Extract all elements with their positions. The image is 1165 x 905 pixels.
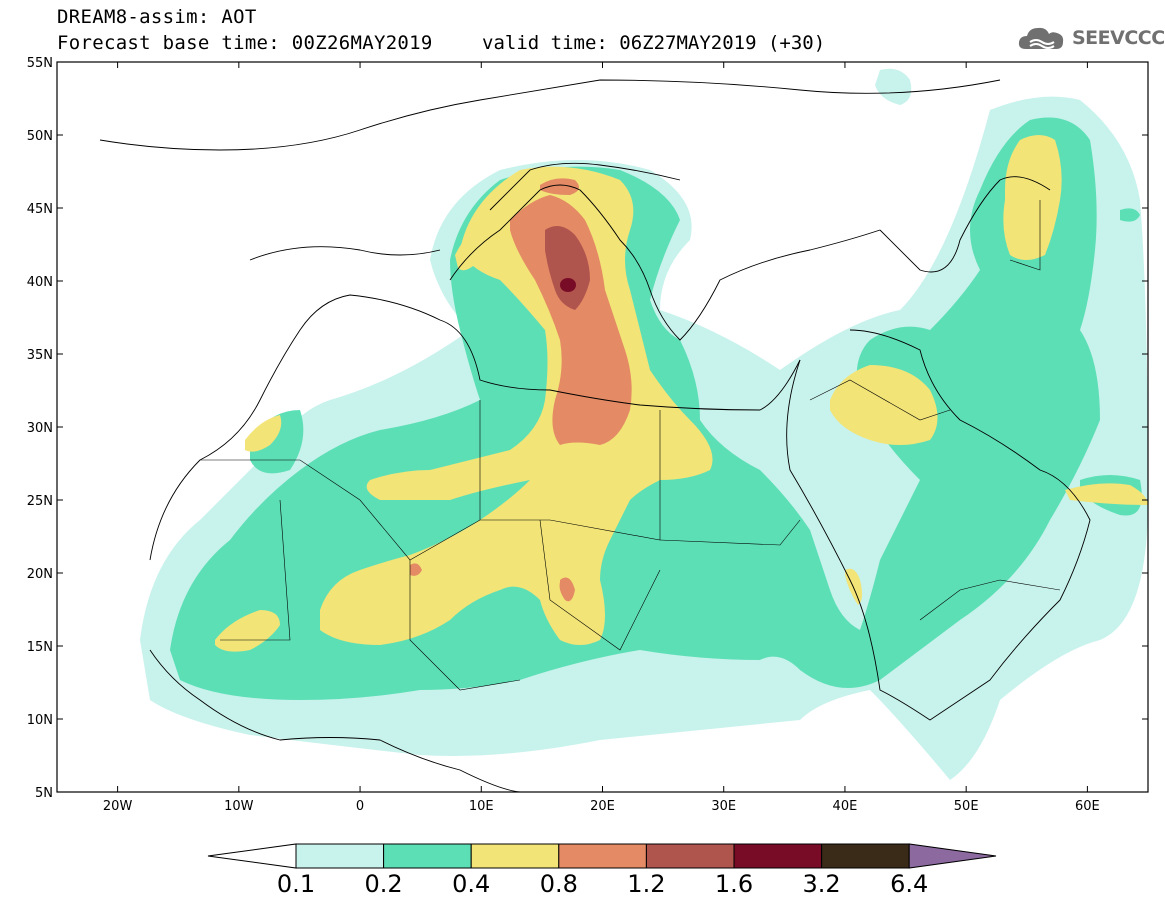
aot-band-0.8 xyxy=(410,178,632,602)
lon-tick-label: 20E xyxy=(590,799,615,814)
colorbar-level-label: 6.4 xyxy=(890,870,929,898)
aot-band-1.6 xyxy=(560,278,576,292)
lat-tick-label: 25N xyxy=(27,494,53,509)
lat-tick-label: 5N xyxy=(35,786,53,801)
country-borders xyxy=(200,200,1061,691)
chart-title: DREAM8-assim: AOT xyxy=(57,6,257,28)
lon-tick-label: 50E xyxy=(954,799,979,814)
colorbar-level-label: 3.2 xyxy=(802,870,841,898)
colorbar xyxy=(207,843,997,869)
colorbar-level-label: 1.2 xyxy=(627,870,666,898)
lat-tick-label: 40N xyxy=(27,275,53,290)
seevccc-logo: SEEVCCC xyxy=(1016,22,1165,54)
logo-text: SEEVCCC xyxy=(1072,27,1165,49)
lat-tick-label: 55N xyxy=(27,56,53,71)
colorbar-box xyxy=(821,843,910,869)
colorbar-level-label: 0.8 xyxy=(539,870,578,898)
lat-tick-label: 35N xyxy=(27,348,53,363)
colorbar-box xyxy=(470,843,560,869)
latitude-axis: 55N 50N 45N 40N 35N 30N 25N 20N 15N 10N 5N xyxy=(27,56,1148,801)
colorbar-level-label: 0.2 xyxy=(364,870,403,898)
colorbar-level-label: 1.6 xyxy=(714,870,754,898)
valid-time: valid time: 06Z27MAY2019 (+30) xyxy=(482,32,826,54)
forecast-base-time: Forecast base time: 00Z26MAY2019 xyxy=(57,32,433,54)
lon-tick-label: 20W xyxy=(103,799,133,814)
colorbar-box xyxy=(733,843,823,869)
aot-band-0.4 xyxy=(215,135,1148,652)
lat-tick-label: 20N xyxy=(27,567,53,582)
lat-tick-label: 50N xyxy=(27,129,53,144)
lon-tick-label: 60E xyxy=(1075,799,1100,814)
lat-tick-label: 15N xyxy=(27,640,53,655)
colorbar-box xyxy=(558,843,647,869)
aot-contours xyxy=(140,68,1148,780)
colorbar-high-arrow xyxy=(908,843,997,869)
lon-tick-label: 10W xyxy=(224,799,254,814)
colorbar-level-label: 0.4 xyxy=(452,870,491,898)
colorbar-box xyxy=(645,843,735,869)
lon-tick-label: 0 xyxy=(356,799,364,814)
colorbar-level-label: 0.1 xyxy=(276,870,316,898)
colorbar-box xyxy=(383,843,472,869)
colorbar-box xyxy=(295,843,385,869)
aot-band-1.2 xyxy=(545,226,590,310)
lat-tick-label: 30N xyxy=(27,421,53,436)
lon-tick-label: 30E xyxy=(711,799,736,814)
longitude-axis: 20W 10W 0 10E 20E 30E 40E 50E 60E xyxy=(103,62,1100,814)
lat-tick-label: 10N xyxy=(27,713,53,728)
lon-tick-label: 10E xyxy=(469,799,494,814)
lat-tick-label: 45N xyxy=(27,202,53,217)
lon-tick-label: 40E xyxy=(833,799,858,814)
colorbar-low-arrow xyxy=(207,843,297,869)
cloud-icon xyxy=(1018,27,1064,49)
coastlines xyxy=(99,79,1091,792)
